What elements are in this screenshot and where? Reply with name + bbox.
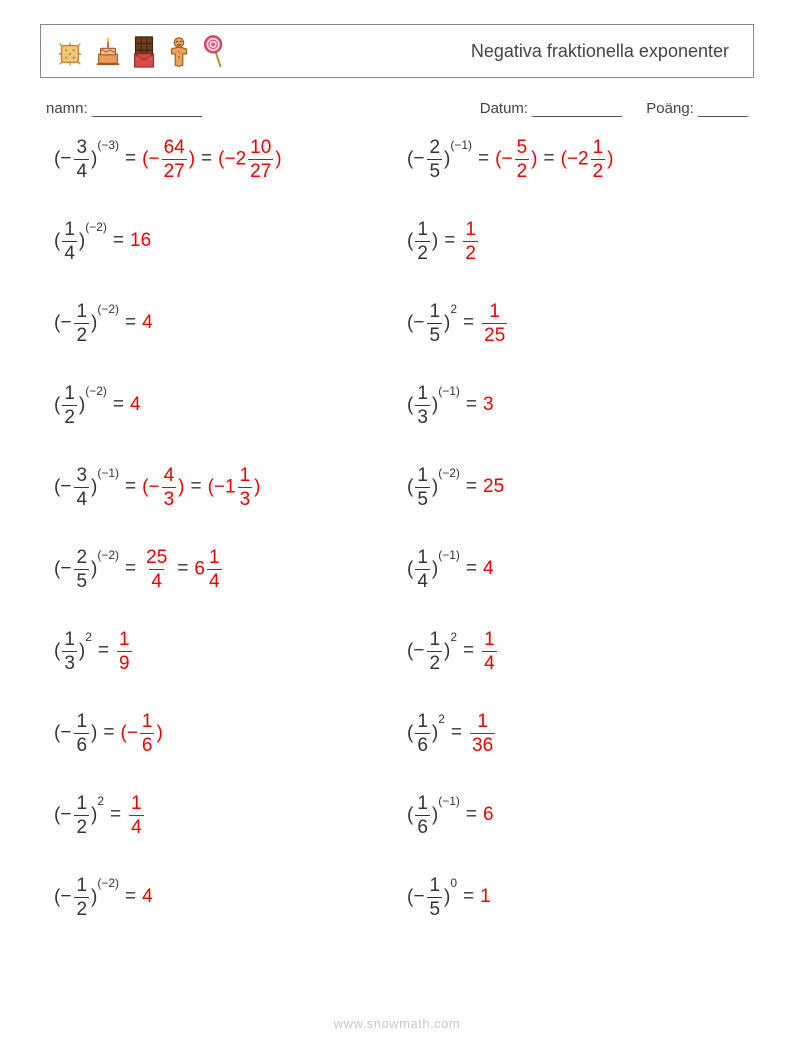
cracker-icon bbox=[55, 39, 85, 69]
header-icons bbox=[55, 33, 229, 69]
problem-cell: (−15)0=1 bbox=[407, 869, 750, 925]
problem-cell: (13)2=19 bbox=[54, 623, 397, 679]
problem-cell: (−34)(−1)=(−43)=(−113) bbox=[54, 459, 397, 515]
problem-cell: (12)=12 bbox=[407, 213, 750, 269]
problem-base: (16)2 bbox=[407, 712, 445, 755]
chocolate-icon bbox=[131, 35, 157, 69]
problem-cell: (−34)(−3)=(−6427)=(−21027) bbox=[54, 131, 397, 187]
problem-cell: (16)(−1)=6 bbox=[407, 787, 750, 843]
problem-base: (−15)2 bbox=[407, 302, 457, 345]
name-blank[interactable] bbox=[92, 102, 202, 117]
problem-base: (−12)2 bbox=[54, 794, 104, 837]
worksheet-title: Negativa fraktionella exponenter bbox=[229, 41, 739, 62]
lollipop-icon bbox=[201, 33, 229, 69]
problem-cell: (14)(−2)=16 bbox=[54, 213, 397, 269]
name-label: namn: bbox=[46, 100, 88, 117]
problem-base: (12)(−2) bbox=[54, 384, 107, 427]
problem-cell: (−16)=(−16) bbox=[54, 705, 397, 761]
score-blank[interactable] bbox=[698, 102, 748, 117]
problem-cell: (14)(−1)=4 bbox=[407, 541, 750, 597]
score-field: Poäng: bbox=[646, 100, 748, 117]
problem-base: (−12)(−2) bbox=[54, 876, 119, 919]
worksheet-page: Negativa fraktionella exponenter namn: D… bbox=[0, 0, 794, 1053]
score-label: Poäng: bbox=[646, 100, 694, 117]
header-bar: Negativa fraktionella exponenter bbox=[40, 24, 754, 78]
problem-cell: (−25)(−1)=(−52)=(−212) bbox=[407, 131, 750, 187]
problem-cell: (−12)2=14 bbox=[54, 787, 397, 843]
name-field: namn: bbox=[46, 100, 480, 117]
cake-icon bbox=[93, 35, 123, 69]
problem-base: (−34)(−3) bbox=[54, 138, 119, 181]
date-field: Datum: bbox=[480, 100, 623, 117]
problem-base: (15)(−2) bbox=[407, 466, 460, 509]
date-blank[interactable] bbox=[532, 102, 622, 117]
problem-base: (12) bbox=[407, 220, 438, 263]
problem-cell: (15)(−2)=25 bbox=[407, 459, 750, 515]
problem-cell: (−25)(−2)=254=614 bbox=[54, 541, 397, 597]
date-label: Datum: bbox=[480, 100, 528, 117]
problem-base: (−15)0 bbox=[407, 876, 457, 919]
problem-base: (−25)(−1) bbox=[407, 138, 472, 181]
problem-cell: (−12)(−2)=4 bbox=[54, 295, 397, 351]
problem-base: (13)(−1) bbox=[407, 384, 460, 427]
gingerbread-icon bbox=[165, 35, 193, 69]
problem-cell: (13)(−1)=3 bbox=[407, 377, 750, 433]
problem-base: (−25)(−2) bbox=[54, 548, 119, 591]
meta-row: namn: Datum: Poäng: bbox=[46, 100, 748, 117]
problem-base: (13)2 bbox=[54, 630, 92, 673]
problem-base: (16)(−1) bbox=[407, 794, 460, 837]
problem-base: (14)(−2) bbox=[54, 220, 107, 263]
problem-base: (14)(−1) bbox=[407, 548, 460, 591]
problem-base: (−12)2 bbox=[407, 630, 457, 673]
problem-cell: (−12)(−2)=4 bbox=[54, 869, 397, 925]
problem-cell: (16)2=136 bbox=[407, 705, 750, 761]
problem-base: (−12)(−2) bbox=[54, 302, 119, 345]
problem-cell: (−15)2=125 bbox=[407, 295, 750, 351]
problem-base: (−16) bbox=[54, 712, 97, 755]
watermark: www.snowmath.com bbox=[0, 1016, 794, 1031]
problem-cell: (−12)2=14 bbox=[407, 623, 750, 679]
problems-grid: (−34)(−3)=(−6427)=(−21027)(−25)(−1)=(−52… bbox=[54, 131, 750, 925]
problem-base: (−34)(−1) bbox=[54, 466, 119, 509]
problem-cell: (12)(−2)=4 bbox=[54, 377, 397, 433]
